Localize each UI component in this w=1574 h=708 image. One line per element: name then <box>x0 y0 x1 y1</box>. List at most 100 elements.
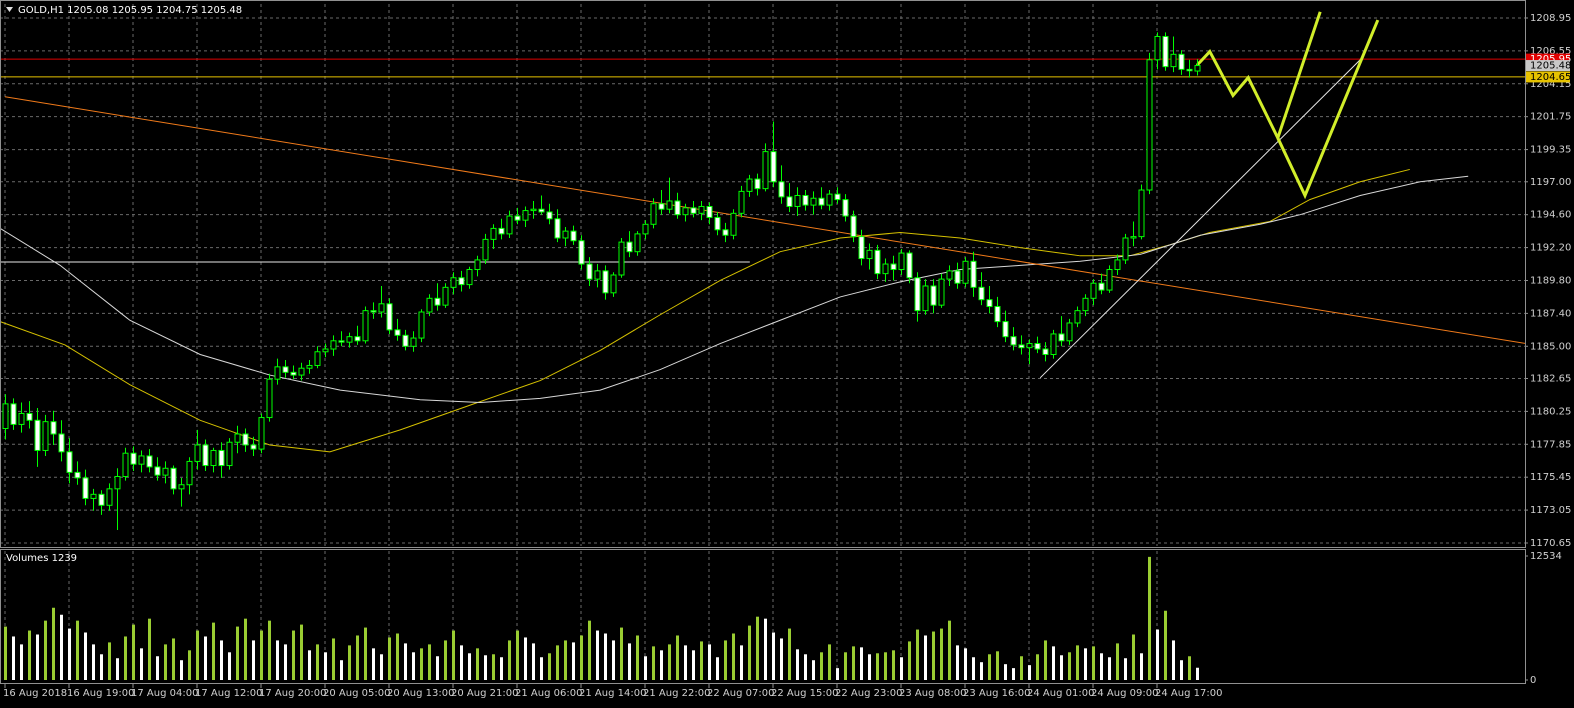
candle-body <box>522 210 529 221</box>
candle-body <box>978 286 985 301</box>
candle-body <box>1002 321 1009 338</box>
candle-body <box>994 306 1001 323</box>
candle-body <box>906 252 913 279</box>
volume-header: Volumes 1239 <box>6 553 77 564</box>
candle-body <box>1154 35 1161 61</box>
candle-body <box>298 367 305 376</box>
candle-body <box>90 493 97 499</box>
candle-body <box>10 403 17 425</box>
last-price-label: 1205.48 <box>1530 61 1571 72</box>
candle-body <box>1114 259 1121 271</box>
x-tick-label: 22 Aug 07:00 <box>707 688 774 699</box>
candle-body <box>1074 310 1081 324</box>
candle-body <box>1034 343 1041 350</box>
x-tick-label: 17 Aug 20:00 <box>259 688 326 699</box>
x-tick-label: 21 Aug 06:00 <box>515 688 582 699</box>
candle-body <box>1170 53 1177 68</box>
candle-body <box>714 216 721 231</box>
candle-body <box>466 269 473 286</box>
candle-body <box>898 252 905 271</box>
candle-body <box>698 205 705 214</box>
x-tick-label: 17 Aug 12:00 <box>195 688 262 699</box>
line-series <box>1276 19 1380 200</box>
candle-body <box>1194 65 1201 72</box>
candle-body <box>874 249 881 275</box>
candle-body <box>1122 237 1129 261</box>
x-tick-label: 22 Aug 23:00 <box>835 688 902 699</box>
candle-body <box>442 286 449 306</box>
x-tick-label: 20 Aug 13:00 <box>387 688 454 699</box>
volume-last: 1239 <box>52 553 77 564</box>
x-tick-label: 24 Aug 09:00 <box>1091 688 1158 699</box>
candle-body <box>1186 68 1193 72</box>
line-series <box>0 168 1410 453</box>
candle-body <box>1138 189 1145 238</box>
candle-body <box>50 421 57 435</box>
symbol: GOLD,H1 <box>18 5 64 16</box>
candle-body <box>194 444 201 462</box>
candle-body <box>1090 282 1097 299</box>
candle-body <box>770 151 777 183</box>
y-tick-label: 1197.00 <box>1530 177 1571 188</box>
candle-body <box>890 263 897 271</box>
candle-body <box>818 197 825 206</box>
y-tick-label: 1204.15 <box>1530 79 1571 90</box>
x-tick-label: 20 Aug 05:00 <box>323 688 390 699</box>
candle-body <box>394 329 401 336</box>
candle-body <box>570 230 577 242</box>
candle-body <box>1058 333 1065 342</box>
candle-body <box>946 270 953 280</box>
y-tick-label: 1199.35 <box>1530 145 1571 156</box>
x-tick-label: 16 Aug 19:00 <box>67 688 134 699</box>
candle-body <box>514 215 521 221</box>
candle-body <box>274 366 281 380</box>
candle-body <box>650 203 657 225</box>
candle-body <box>98 493 105 506</box>
candle-body <box>434 297 441 306</box>
candle-body <box>210 449 217 467</box>
chart-header: GOLD,H1 1205.08 1205.95 1204.75 1205.48 <box>18 5 242 16</box>
candle-body <box>746 178 753 192</box>
volume-title: Volumes <box>6 553 48 564</box>
candle-body <box>666 200 673 210</box>
candle-body <box>962 260 969 284</box>
candle-body <box>754 178 761 190</box>
candle-body <box>682 207 689 216</box>
y-tick-label: 1175.45 <box>1530 472 1571 483</box>
menu-icon[interactable] <box>6 7 13 12</box>
candle-body <box>114 476 121 490</box>
candle-body <box>930 285 937 306</box>
candle-body <box>482 238 489 261</box>
volume-tick-label: 12534 <box>1530 551 1562 562</box>
candle-body <box>658 203 665 210</box>
x-tick-label: 20 Aug 21:00 <box>451 688 518 699</box>
candle-body <box>498 227 505 235</box>
line-series <box>1039 59 1361 379</box>
candle-body <box>322 348 329 353</box>
level-label-box <box>1526 53 1570 65</box>
candle-body <box>106 488 113 506</box>
x-tick-label: 21 Aug 14:00 <box>579 688 646 699</box>
y-tick-label: 1206.55 <box>1530 46 1571 57</box>
candle-body <box>306 364 313 369</box>
candle-body <box>1010 336 1017 346</box>
candle-body <box>610 274 617 294</box>
x-tick-label: 23 Aug 16:00 <box>963 688 1030 699</box>
candle-body <box>562 230 569 239</box>
candle-body <box>866 249 873 260</box>
low: 1204.75 <box>156 5 197 16</box>
level-label: 1205.95 <box>1530 54 1571 65</box>
candle-body <box>794 194 801 207</box>
candle-body <box>546 211 553 220</box>
candle-body <box>138 455 145 465</box>
candle-body <box>762 151 769 190</box>
candle-body <box>378 303 385 313</box>
candle-body <box>458 277 465 286</box>
candle-body <box>538 208 545 213</box>
y-tick-label: 1182.65 <box>1530 373 1571 384</box>
candle-body <box>1106 269 1113 291</box>
candle-body <box>1018 344 1025 349</box>
candle-body <box>410 337 417 347</box>
